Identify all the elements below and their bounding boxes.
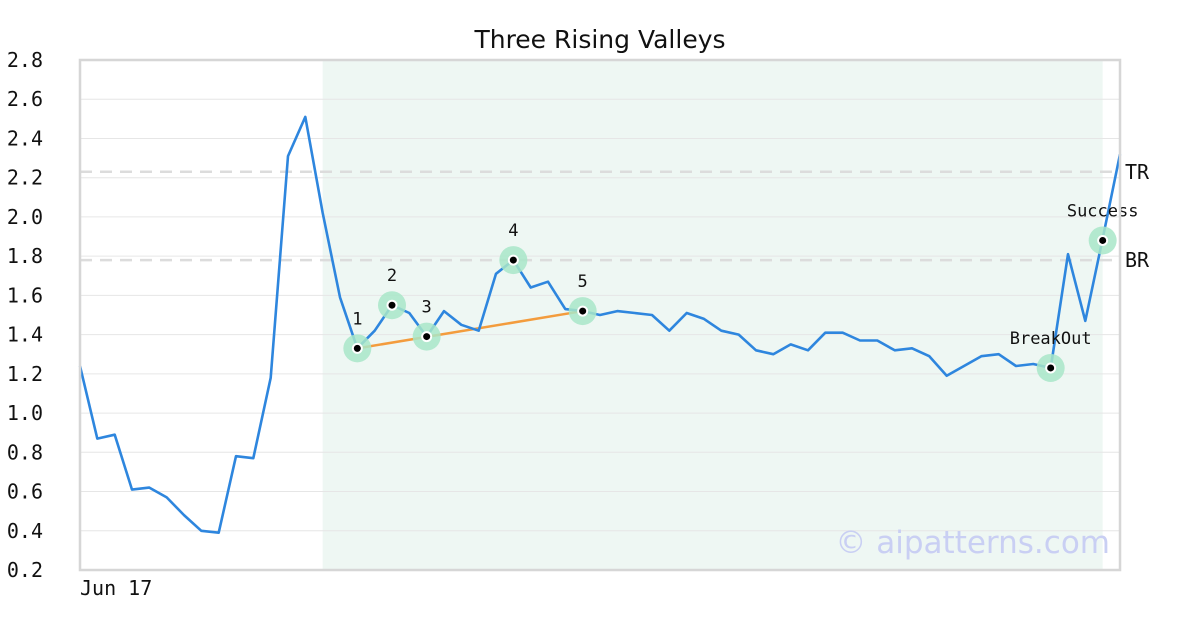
- y-tick-label: 2.2: [7, 166, 43, 190]
- chart-title: Three Rising Valleys: [473, 25, 725, 54]
- annotation-label: 1: [352, 309, 362, 329]
- annotation-label: BreakOut: [1010, 329, 1092, 349]
- y-tick-label: 0.4: [7, 519, 43, 543]
- marker-dot: [579, 307, 587, 315]
- y-tick-label: 1.0: [7, 401, 43, 425]
- marker-dot: [388, 301, 396, 309]
- level-label-br: BR: [1125, 248, 1150, 272]
- y-tick-label: 0.8: [7, 440, 43, 464]
- marker-dot: [423, 333, 431, 341]
- marker-dot: [1099, 236, 1107, 244]
- annotation-breakout: BreakOut: [1010, 329, 1092, 382]
- marker-dot: [509, 256, 517, 264]
- y-tick-label: 1.8: [7, 244, 43, 268]
- annotation-label: Success: [1067, 201, 1139, 221]
- pattern-highlight-region: [322, 60, 1103, 570]
- annotation-label: 2: [387, 266, 397, 286]
- annotation-label: 4: [508, 221, 518, 241]
- y-tick-label: 0.6: [7, 480, 43, 504]
- annotation-label: 5: [578, 272, 588, 292]
- y-tick-label: 0.2: [7, 558, 43, 582]
- x-axis-ticks: Jun 17Sep 18: [80, 576, 152, 600]
- level-lines: TR BR: [80, 160, 1150, 272]
- level-label-tr: TR: [1125, 160, 1150, 184]
- y-tick-label: 2.8: [7, 48, 43, 72]
- price-series-line: [78, 115, 1122, 534]
- annotation-label: 3: [422, 298, 432, 318]
- annotation-5: 5: [568, 272, 597, 326]
- watermark: © aipatterns.com: [835, 525, 1110, 561]
- annotation-4: 4: [499, 221, 528, 275]
- annotation-2: 2: [378, 266, 406, 320]
- y-tick-label: 2.6: [7, 87, 43, 111]
- valley-trendline: [357, 309, 583, 350]
- marker-dot: [353, 344, 361, 352]
- y-tick-label: 2.4: [7, 126, 43, 150]
- plot-frame: [78, 58, 1122, 572]
- x-tick-label: Jun 17: [80, 576, 152, 600]
- y-tick-label: 1.2: [7, 362, 43, 386]
- annotation-1: 1: [343, 309, 372, 363]
- y-tick-label: 1.4: [7, 323, 43, 347]
- y-axis-ticks: 2.8 2.6 2.4 2.2 2.0 1.8 1.6 1.4 1.2 1.0 0.8 0.6 0.4 0…: [7, 48, 43, 582]
- annotation-3: 3: [412, 298, 441, 351]
- y-tick-label: 2.0: [7, 205, 43, 229]
- marker-dot: [1047, 364, 1055, 372]
- y-tick-label: 1.6: [7, 283, 43, 307]
